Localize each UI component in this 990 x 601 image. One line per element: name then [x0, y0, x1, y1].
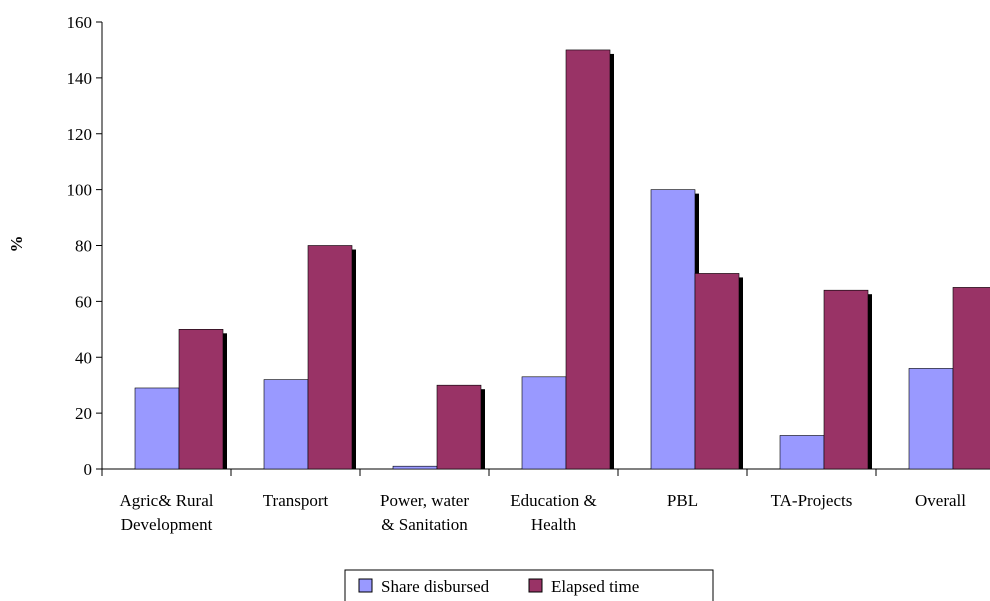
bar-elapsed-time: [436, 384, 482, 470]
bar-elapsed-time: [694, 273, 740, 470]
bar-elapsed-time: [307, 245, 353, 470]
legend-label: Share disbursed: [381, 577, 490, 596]
y-tick-label: 80: [75, 237, 92, 256]
x-tick-label: TA-Projects: [771, 491, 853, 510]
y-tick-label: 20: [75, 404, 92, 423]
bar-elapsed-time: [952, 287, 990, 470]
legend-swatch: [358, 578, 373, 593]
y-tick-label: 140: [67, 69, 93, 88]
x-tick-label: Education &: [510, 491, 596, 510]
x-tick-label: PBL: [667, 491, 698, 510]
bar-elapsed-time: [565, 49, 611, 470]
bars: [134, 49, 990, 470]
x-tick-labels: Agric& Rural Development Transport Power, w…: [120, 491, 967, 534]
y-tick-label: 0: [84, 460, 93, 479]
legend: Share disbursed Elapsed time: [344, 569, 714, 601]
x-tick-label: & Sanitation: [381, 515, 468, 534]
axes: 0 20 40 60 80 100 120 140 160: [67, 13, 990, 479]
x-tick-label: Overall: [915, 491, 966, 510]
x-tick-label: Development: [121, 515, 213, 534]
bar-share-disbursed: [521, 376, 567, 470]
x-tick-label: Transport: [263, 491, 329, 510]
legend-swatch: [528, 578, 543, 593]
x-tick-label: Health: [531, 515, 577, 534]
x-tick-label: Power, water: [380, 491, 469, 510]
y-axis-label: %: [7, 236, 26, 253]
bar-elapsed-time: [178, 329, 224, 470]
bar-share-disbursed: [650, 189, 696, 470]
bar-share-disbursed: [392, 465, 438, 470]
bar-share-disbursed: [779, 435, 825, 470]
y-tick-label: 120: [67, 125, 93, 144]
legend-label: Elapsed time: [551, 577, 639, 596]
bar-share-disbursed: [263, 379, 309, 470]
y-tick-label: 160: [67, 13, 93, 32]
y-tick-label: 100: [67, 181, 93, 200]
y-tick-label: 40: [75, 348, 92, 367]
y-tick-label: 60: [75, 292, 92, 311]
x-tick-label: Agric& Rural: [120, 491, 214, 510]
bar-elapsed-time: [823, 289, 869, 470]
bar-share-disbursed: [908, 368, 954, 470]
bar-share-disbursed: [134, 387, 180, 470]
